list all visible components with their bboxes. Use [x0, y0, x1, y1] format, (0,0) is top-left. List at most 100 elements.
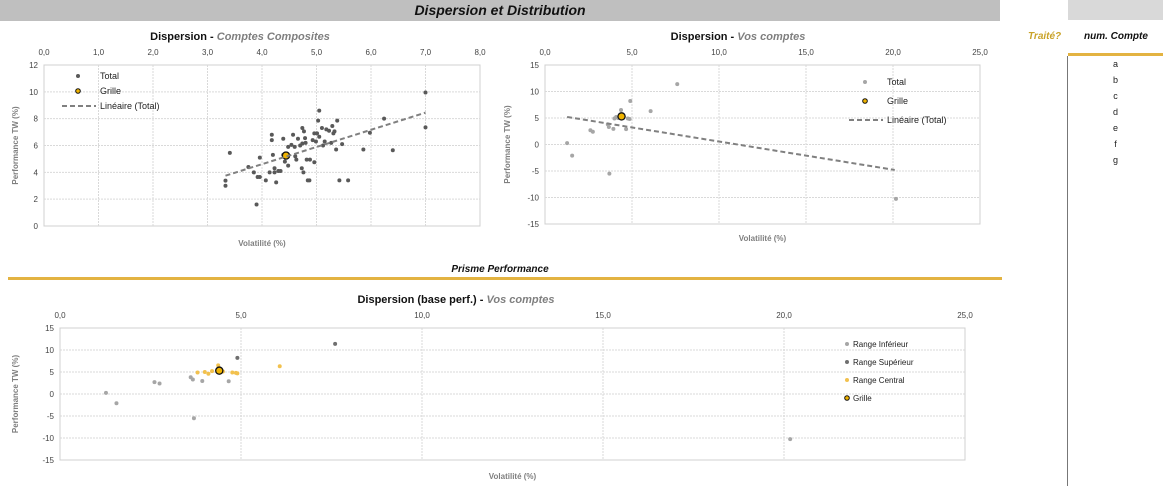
account-item[interactable]: b: [1112, 75, 1118, 85]
x-tick-label: 5,0: [311, 48, 323, 57]
y-tick-label: 0: [535, 141, 540, 150]
legend-marker: [75, 88, 81, 94]
data-point: [295, 136, 300, 141]
data-point: [624, 127, 629, 132]
chart-title-sub: Comptes Composites: [217, 31, 330, 43]
side-header-bar: [1068, 0, 1163, 20]
x-tick-label: 0,0: [38, 48, 50, 57]
legend-marker: [862, 98, 868, 104]
account-item[interactable]: a: [1112, 59, 1118, 69]
data-point: [270, 152, 275, 157]
series-grille: Grille: [617, 96, 908, 121]
data-point: [627, 117, 632, 122]
data-point: [313, 139, 318, 144]
account-item[interactable]: f: [1114, 139, 1117, 149]
data-point: [675, 82, 680, 87]
legend-label: Total: [100, 71, 119, 81]
data-point: [307, 178, 312, 183]
legend-marker: [863, 80, 867, 84]
data-point: [277, 364, 282, 369]
section-divider: [8, 277, 1002, 280]
x-tick-label: 0,0: [539, 48, 551, 57]
data-point: [361, 147, 366, 152]
data-point: [628, 99, 633, 104]
data-point: [223, 183, 228, 188]
data-point: [281, 136, 286, 141]
data-point: [590, 129, 595, 134]
y-tick-label: -5: [532, 167, 540, 176]
data-point: [235, 355, 240, 360]
data-point: [216, 363, 221, 368]
x-tick-label: 15,0: [798, 48, 814, 57]
legend-label: Range Central: [853, 376, 905, 385]
legend-marker: [845, 378, 849, 382]
data-point: [321, 143, 326, 148]
data-point: [337, 178, 342, 183]
chart-3: Dispersion (base perf.) - Vos comptes 0,0…: [11, 294, 973, 481]
data-point: [334, 147, 339, 152]
y-tick-label: 5: [535, 114, 540, 123]
data-point: [319, 126, 324, 131]
account-item[interactable]: g: [1112, 155, 1118, 165]
data-point: [340, 142, 345, 147]
side-header-divider: [1068, 53, 1163, 56]
chart-title-main: Dispersion (base perf.) -: [357, 294, 486, 306]
data-point: [289, 142, 294, 147]
chart-title: Dispersion - Comptes Composites: [150, 31, 330, 43]
chart-title-main: Dispersion -: [150, 31, 217, 43]
legend-label: Total: [887, 77, 906, 87]
data-point: [286, 144, 291, 149]
data-point: [330, 124, 335, 129]
data-point: [293, 154, 298, 159]
y-tick-label: 12: [29, 61, 38, 70]
data-point: [619, 108, 624, 113]
data-point: [235, 371, 240, 376]
chart-1: Dispersion - Comptes Composites 0,0 1,0 2,0…: [11, 31, 486, 248]
data-point: [788, 437, 793, 442]
legend-label: Linéaire (Total): [887, 115, 947, 125]
legend-label: Grille: [887, 96, 908, 106]
data-point-grille: [617, 112, 626, 121]
data-point: [291, 132, 296, 137]
account-item[interactable]: d: [1112, 107, 1118, 117]
data-point: [152, 380, 157, 385]
data-point: [226, 379, 231, 384]
y-tick-label: 10: [45, 346, 54, 355]
legend-label: Linéaire (Total): [100, 101, 160, 111]
account-item[interactable]: e: [1112, 123, 1118, 133]
data-point: [114, 401, 119, 406]
data-point: [223, 178, 228, 183]
x-axis-label: Volatilité (%): [489, 472, 537, 481]
data-point: [272, 166, 277, 171]
y-tick-label: -10: [527, 194, 539, 203]
x-axis-label: Volatilité (%): [238, 239, 286, 248]
data-point: [390, 148, 395, 153]
series-range-sup-rieur: Range Supérieur: [235, 341, 914, 367]
x-tick-label: 5,0: [235, 311, 247, 320]
data-point: [292, 144, 297, 149]
x-tick-label: 2,0: [147, 48, 159, 57]
y-axis-label: Performance TW (%): [11, 106, 20, 185]
data-point: [346, 178, 351, 183]
account-item[interactable]: c: [1113, 91, 1118, 101]
data-point: [304, 157, 309, 162]
data-point: [195, 370, 200, 375]
data-point: [333, 341, 338, 346]
data-point: [299, 166, 304, 171]
x-tick-label: 8,0: [474, 48, 486, 57]
data-point: [382, 116, 387, 121]
legend-marker: [76, 74, 80, 78]
data-point: [272, 170, 277, 175]
y-tick-label: 15: [45, 324, 54, 333]
data-point: [301, 170, 306, 175]
data-point: [329, 140, 334, 145]
data-point: [202, 370, 207, 374]
data-point: [269, 132, 274, 137]
num-compte-column-header: num. Compte: [1084, 31, 1148, 42]
chart-title-main: Dispersion -: [671, 31, 738, 43]
series-range-central: Range Central: [195, 363, 905, 385]
data-point: [423, 125, 428, 130]
data-point: [200, 379, 205, 384]
x-axis-label: Volatilité (%): [739, 234, 787, 243]
x-tick-label: 4,0: [256, 48, 268, 57]
